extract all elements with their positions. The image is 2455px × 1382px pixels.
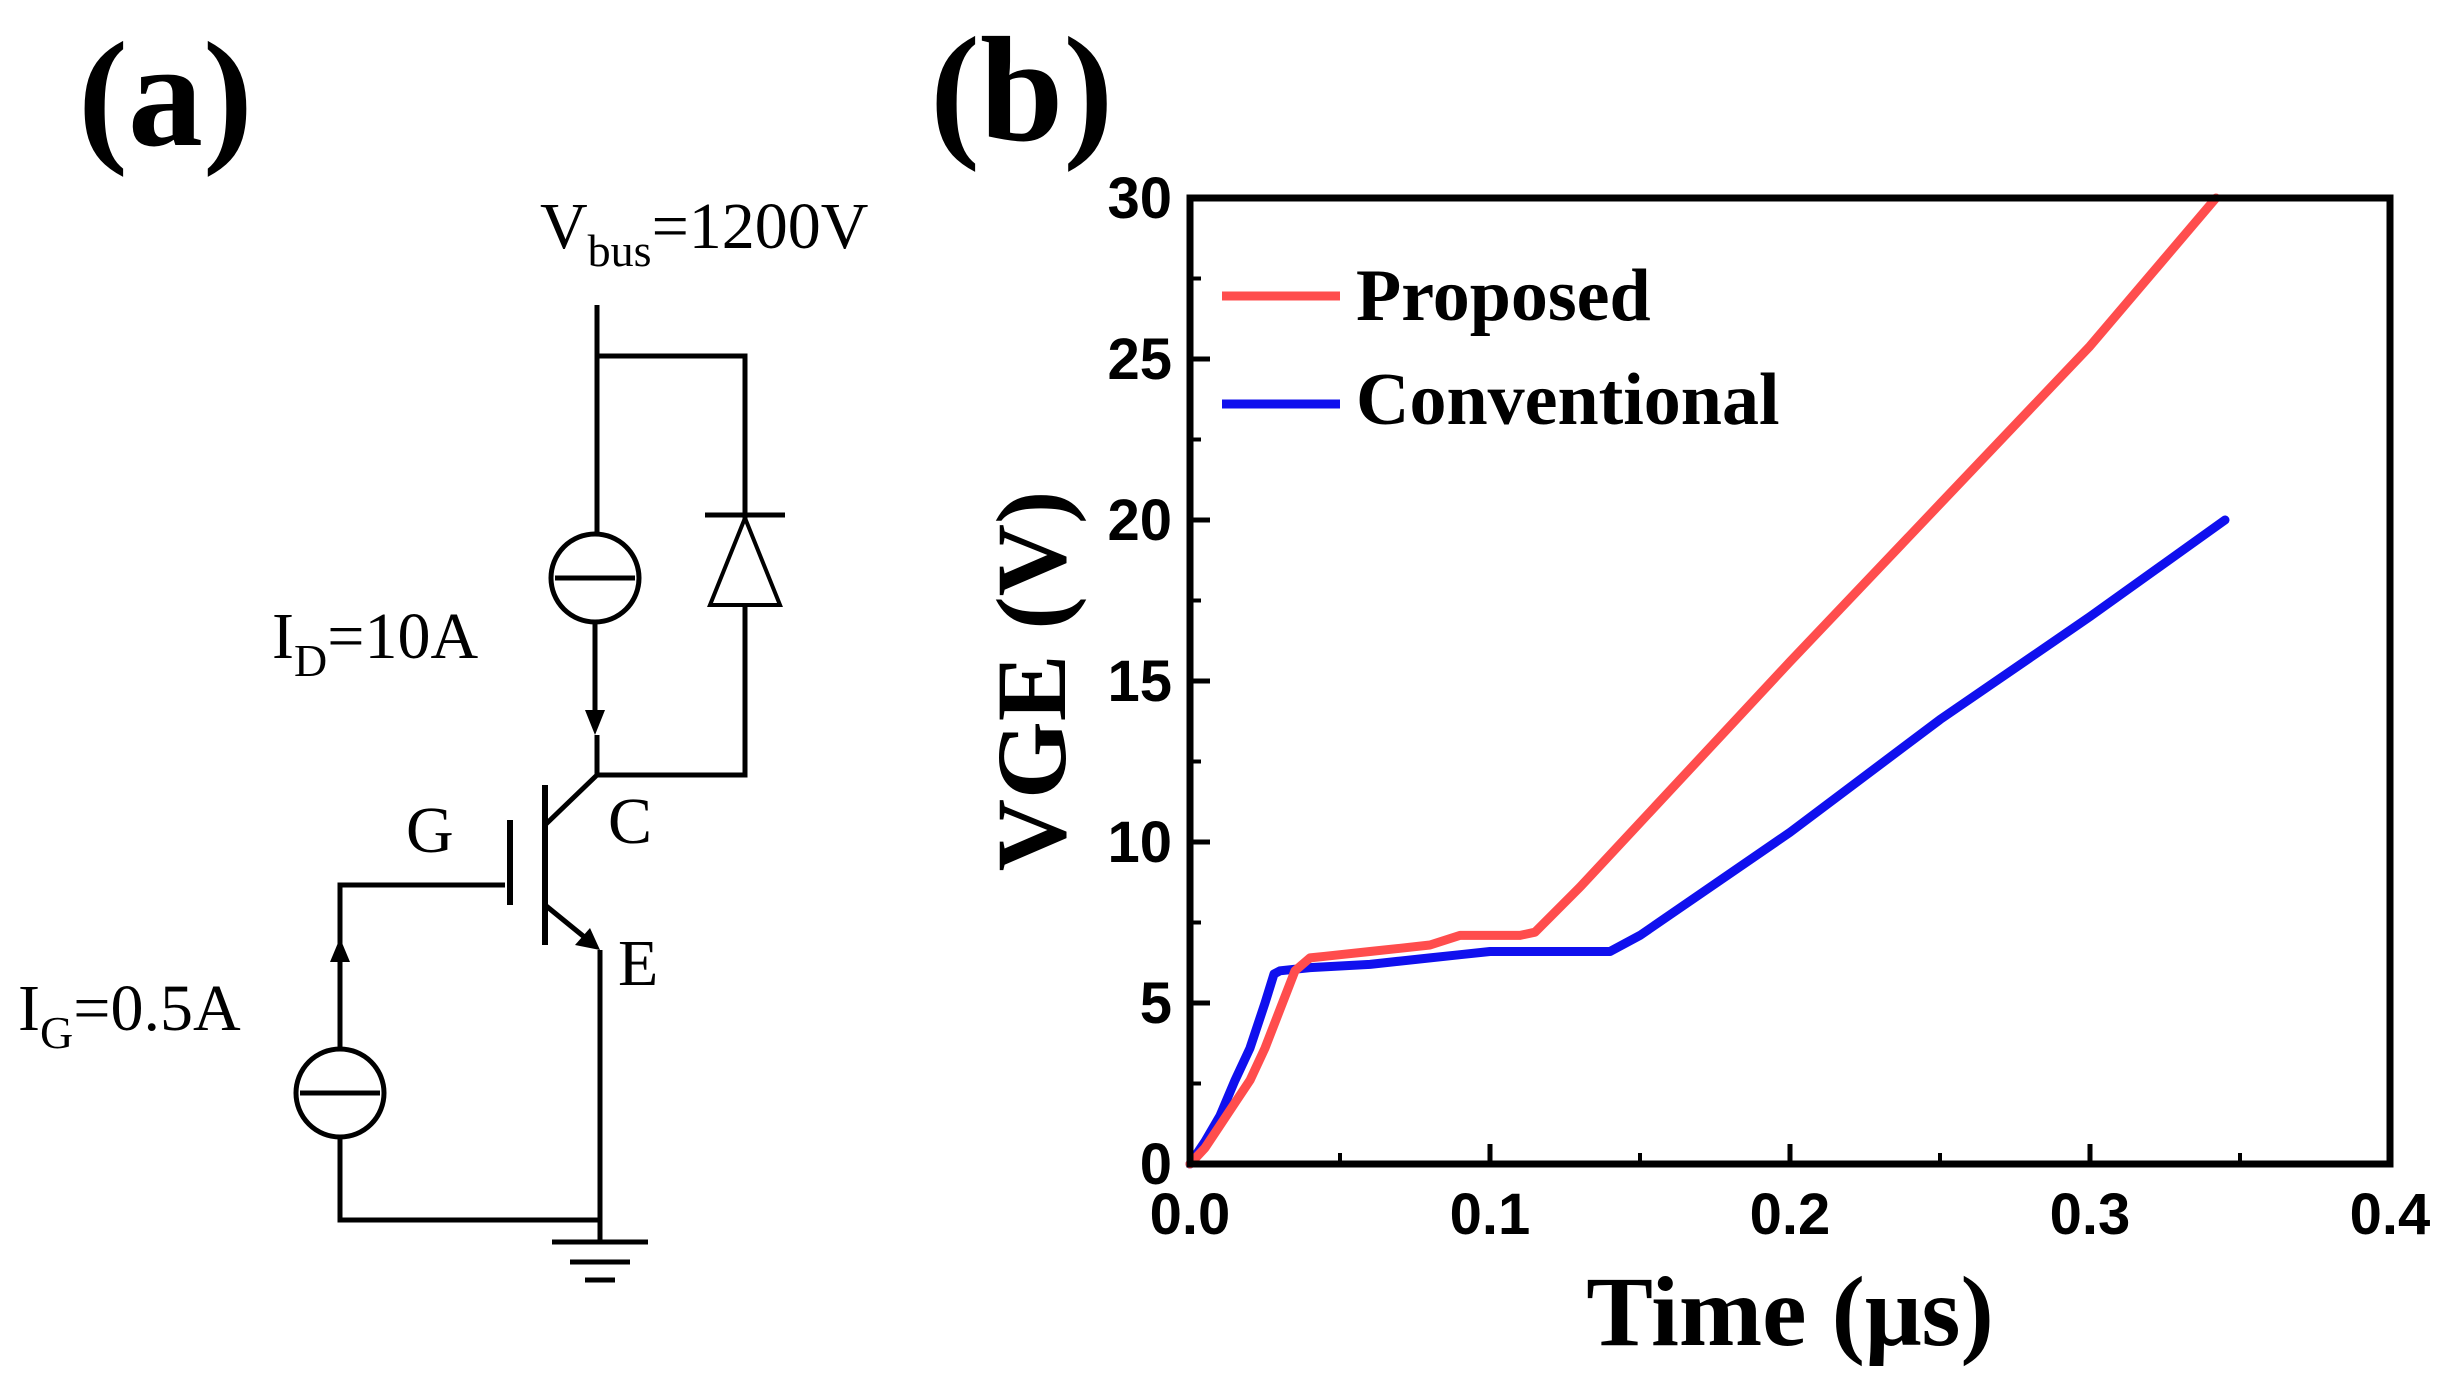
vbus-label: Vbus=1200V (540, 190, 868, 276)
emitter-arrow-icon (575, 928, 600, 950)
vge-chart: 0 5 10 15 20 25 30 0.0 0.1 0.2 0.3 0.4 Time (μs) V… (976, 166, 2430, 1367)
gate-current-arrow-icon (330, 938, 350, 962)
legend: Proposed Conventional (1222, 255, 1780, 441)
y-tick-label: 20 (1107, 488, 1172, 553)
y-tick-label: 5 (1140, 971, 1172, 1036)
y-tick-label: 25 (1107, 327, 1172, 392)
ground-icon (552, 1220, 648, 1283)
current-arrow-icon (585, 710, 605, 735)
y-tick-label: 10 (1107, 810, 1172, 875)
ig-current-source (293, 1046, 387, 1140)
x-tick-label: 0.4 (2350, 1182, 2431, 1247)
series-line-proposed (1185, 193, 2221, 1169)
igbt-symbol (507, 773, 600, 950)
ground-return-wire (337, 1137, 600, 1223)
x-tick-label: 0.1 (1450, 1182, 1531, 1247)
legend-label-proposed: Proposed (1356, 255, 1651, 337)
x-tick-label: 0.0 (1150, 1182, 1231, 1247)
y-axis: 0 5 10 15 20 25 30 (1107, 166, 1210, 1197)
circuit-diagram: (a) Vbus=1200V ID=10A G C E (18, 12, 868, 1283)
y-tick-label: 30 (1107, 166, 1172, 231)
x-axis: 0.0 0.1 0.2 0.3 0.4 (1150, 1144, 2431, 1247)
y-tick-label: 15 (1107, 649, 1172, 714)
series-layer (1185, 193, 2230, 1169)
gate-terminal-label: G (406, 794, 454, 867)
x-tick-label: 0.3 (2050, 1182, 2131, 1247)
gate-wire (337, 882, 505, 1050)
ig-source-label: IG=0.5A (18, 972, 241, 1058)
id-source-label: ID=10A (272, 600, 478, 686)
x-axis-title: Time (μs) (1586, 1256, 1994, 1367)
collector-terminal-label: C (608, 785, 652, 858)
y-tick-label: 0 (1140, 1132, 1172, 1197)
id-current-source (548, 531, 642, 625)
legend-label-conventional: Conventional (1356, 359, 1780, 441)
series-line-conventional (1185, 515, 2230, 1169)
y-axis-title: VGE (V) (976, 491, 1087, 872)
diode-symbol (705, 512, 785, 607)
emitter-terminal-label: E (618, 927, 658, 1000)
plot-frame (1186, 194, 2394, 1168)
x-tick-label: 0.2 (1750, 1182, 1831, 1247)
panel-a-label: (a) (78, 12, 253, 178)
panel-b-label: (b) (930, 7, 1113, 173)
